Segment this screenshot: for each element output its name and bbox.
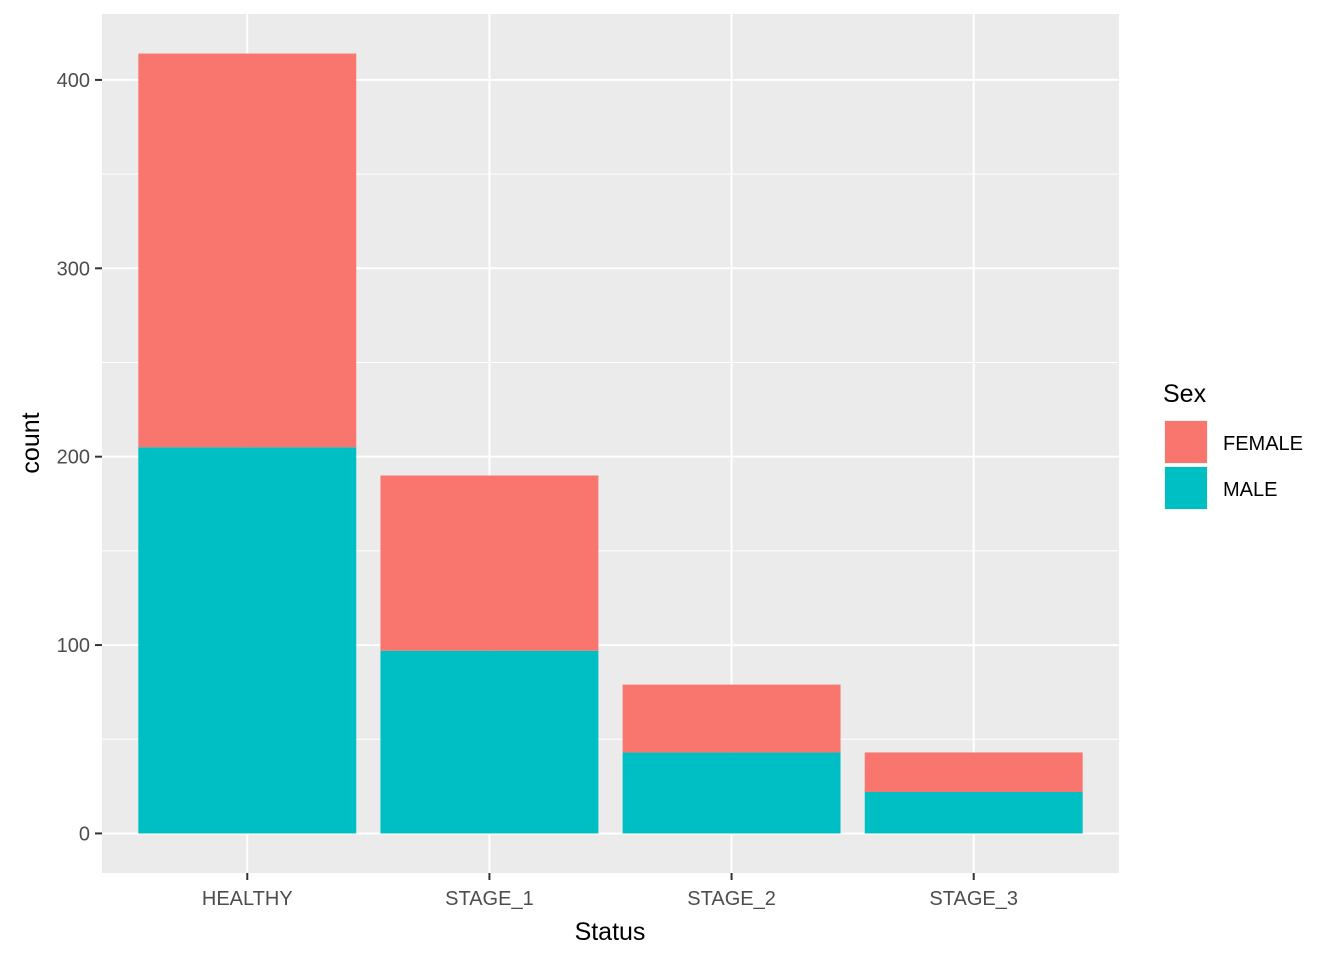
x-axis-ticks: HEALTHY STAGE_1 STAGE_2 STAGE_3 [202,873,1018,910]
legend-label-male: MALE [1223,479,1277,501]
bar-stage-2-male [622,752,841,834]
y-tick-label: 300 [57,258,90,280]
bar-stage-3-male [864,791,1083,834]
y-tick-label: 200 [57,447,90,469]
y-axis-ticks: 0 100 200 300 400 [57,70,102,845]
bar-stage-2-female [622,684,841,753]
x-tick-label: STAGE_1 [445,888,534,910]
legend-label-female: FEMALE [1223,433,1303,455]
legend-title: Sex [1163,380,1207,408]
bar-stage-1-female [380,475,599,651]
bar-healthy-female [138,53,357,448]
bar-stage-1-male [380,650,599,834]
x-tick-label: STAGE_2 [687,888,776,910]
bar-healthy-male [138,447,357,834]
bars [138,53,1083,834]
legend: Sex FEMALE MALE [1163,380,1303,510]
legend-swatch-female [1165,421,1207,463]
y-axis-title: count [17,412,45,473]
y-tick-label: 400 [57,70,90,92]
x-tick-label: HEALTHY [202,888,293,910]
legend-swatch-male [1165,467,1207,509]
bar-stage-3-female [864,752,1083,792]
x-axis-title: Status [575,918,646,946]
y-tick-label: 100 [57,635,90,657]
legend-items: FEMALE MALE [1164,420,1303,510]
x-tick-label: STAGE_3 [929,888,1018,910]
y-tick-label: 0 [79,823,90,845]
